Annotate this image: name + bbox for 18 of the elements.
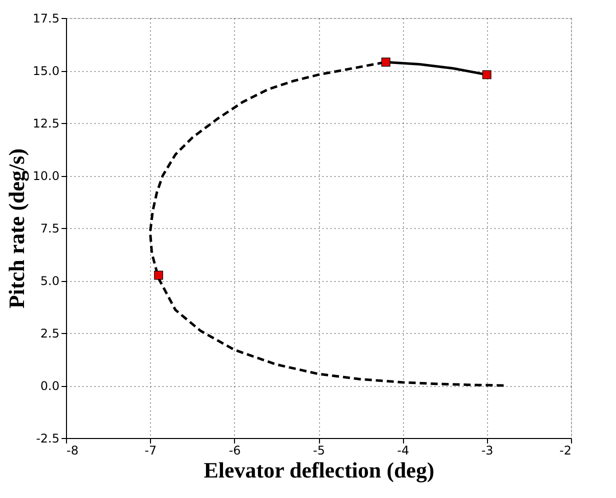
y-tick-label: 10.0 — [32, 169, 60, 183]
y-tick-label: 7.5 — [40, 222, 60, 236]
x-tick-label: -2 — [560, 444, 572, 458]
y-tick-label: -2.5 — [36, 432, 60, 446]
x-tick-label: -6 — [228, 444, 241, 458]
x-tick-label: -3 — [481, 444, 494, 458]
x-tick-label: -8 — [66, 444, 78, 458]
y-tick-label: 0.0 — [40, 379, 60, 393]
x-tick-label: -5 — [313, 444, 325, 458]
y-tick-label: 2.5 — [40, 326, 60, 340]
y-tick-label: 17.5 — [32, 12, 60, 26]
x-tick-label: -7 — [144, 444, 157, 458]
y-axis-title: Pitch rate (deg/s) — [4, 148, 29, 309]
y-tick-label: 12.5 — [32, 116, 60, 130]
y-tick-label: 5.0 — [40, 274, 60, 288]
y-tick-label: 15.0 — [32, 64, 60, 78]
x-axis-title: Elevator deflection (deg) — [204, 458, 434, 482]
x-tick-label: -4 — [397, 444, 410, 458]
